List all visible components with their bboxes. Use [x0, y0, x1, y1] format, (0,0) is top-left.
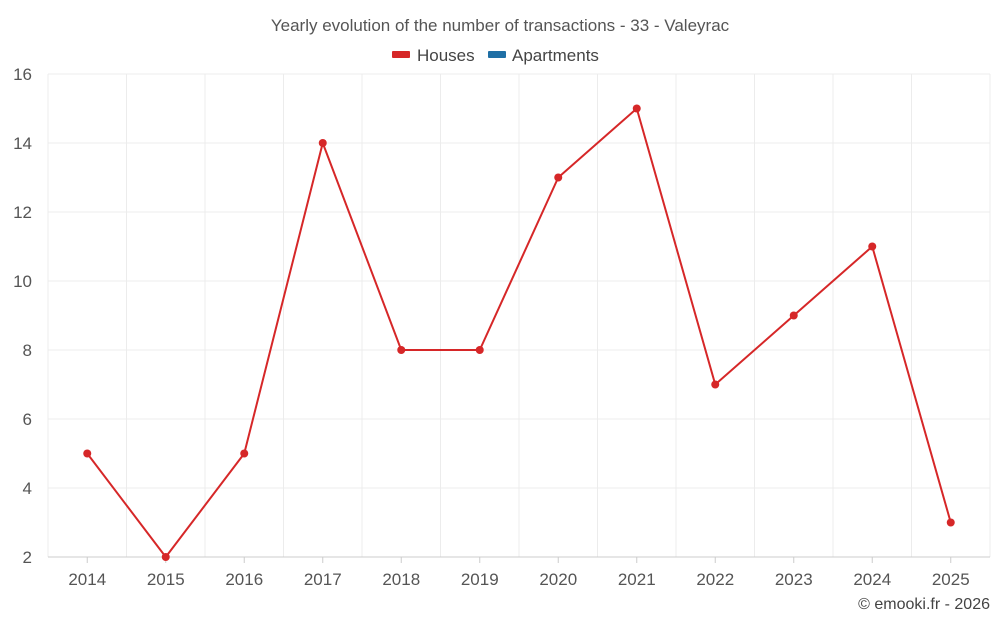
data-point[interactable]: [240, 449, 249, 458]
x-tick-label: 2024: [853, 570, 891, 589]
x-tick-label: 2016: [225, 570, 263, 589]
series-line: [86, 107, 952, 558]
y-axis-ticks: 2 4 6 8 10 12 14 16: [13, 65, 32, 567]
data-point[interactable]: [789, 311, 798, 320]
legend-swatch-apartments: [488, 51, 506, 58]
data-point[interactable]: [554, 173, 563, 182]
x-tick-label: 2020: [539, 570, 577, 589]
legend-swatch-houses: [392, 51, 410, 58]
y-tick-label: 12: [13, 203, 32, 222]
data-point[interactable]: [711, 380, 720, 389]
credit-text: © emooki.fr - 2026: [858, 596, 990, 613]
legend-label-houses: Houses: [417, 46, 475, 65]
y-tick-label: 2: [23, 548, 32, 567]
data-point[interactable]: [397, 346, 406, 354]
x-tick-label: 2015: [147, 570, 185, 589]
y-tick-label: 4: [23, 479, 32, 498]
x-tick-label: 2023: [775, 570, 813, 589]
y-tick-label: 16: [13, 65, 32, 84]
series-houses: [83, 104, 955, 561]
legend-label-apartments: Apartments: [512, 46, 599, 65]
x-tick-label: 2019: [461, 570, 499, 589]
data-point[interactable]: [161, 553, 170, 561]
data-point[interactable]: [318, 139, 327, 147]
x-tick-label: 2025: [932, 570, 970, 589]
x-tick-label: 2022: [696, 570, 734, 589]
x-tick-label: 2021: [618, 570, 656, 589]
chart-title: Yearly evolution of the number of transa…: [271, 16, 730, 35]
x-axis-ticks: 2014 2015 2016 2017 2018 2019 2020 2021 2022 2023…: [68, 557, 970, 589]
y-tick-label: 14: [13, 134, 32, 153]
x-tick-label: 2017: [304, 570, 342, 589]
y-tick-label: 8: [23, 341, 32, 360]
data-point[interactable]: [946, 518, 955, 527]
legend-item-apartments[interactable]: Apartments: [488, 46, 599, 65]
x-tick-label: 2014: [68, 570, 106, 589]
x-tick-label: 2018: [382, 570, 420, 589]
data-point[interactable]: [83, 449, 92, 458]
data-point[interactable]: [868, 242, 877, 251]
grid: [47, 73, 991, 558]
data-point[interactable]: [632, 104, 641, 113]
legend-item-houses[interactable]: Houses: [392, 46, 475, 65]
y-tick-label: 6: [23, 410, 32, 429]
legend: Houses Apartments: [392, 46, 599, 65]
y-tick-label: 10: [13, 272, 32, 291]
data-point[interactable]: [475, 346, 484, 354]
